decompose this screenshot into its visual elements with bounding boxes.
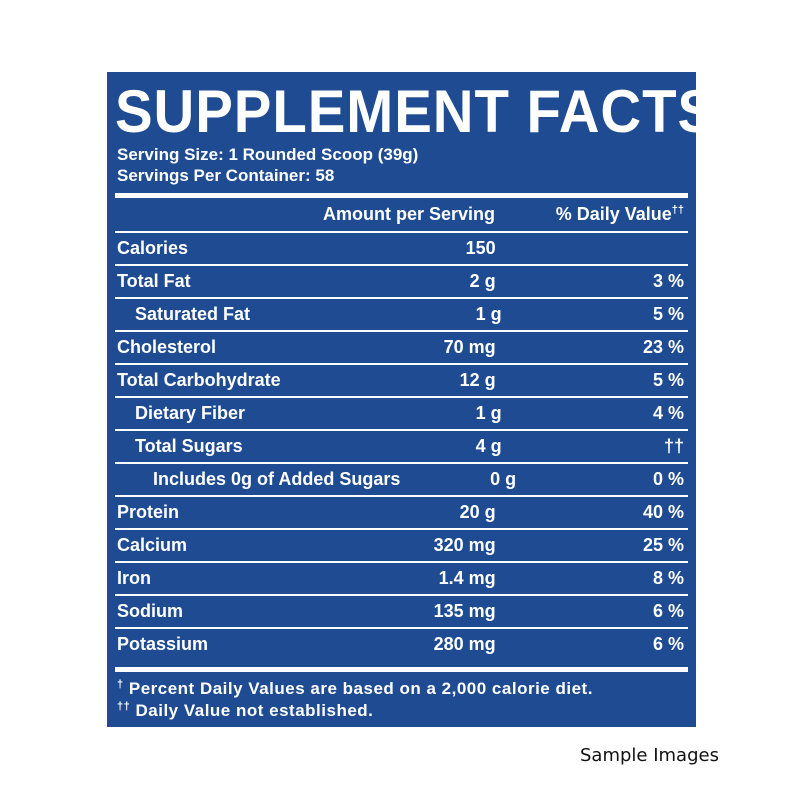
divider [115,528,688,530]
sample-images-caption: Sample Images [580,745,719,766]
nutrient-amount: 1 g [475,304,502,324]
servings-per-container: Servings Per Container: 58 [117,166,335,185]
divider [115,363,688,365]
table-row: Total Carbohydrate 12 g 5 % [115,365,688,396]
nutrient-amount: 2 g [469,271,496,291]
table-row: Potassium 280 mg 6 % [115,629,688,660]
amount-header: Amount per Serving [322,204,495,224]
serving-size: Serving Size: 1 Rounded Scoop (39g) [117,145,419,164]
table-row: Protein 20 g 40 % [115,497,688,528]
nutrient-daily-value: 25 % [642,535,684,555]
nutrient-amount: 320 mg [433,535,496,555]
panel-title: SUPPLEMENT FACTS [115,78,717,145]
nutrient-name: Calories [117,238,189,258]
nutrient-daily-value: †† [663,436,684,456]
divider [115,429,688,431]
nutrient-name: Protein [117,502,180,522]
daily-value-header: % Daily Value†† [555,204,684,224]
nutrient-amount: 1 g [475,403,502,423]
footnote-not-established: †† Daily Value not established. [117,700,374,720]
nutrient-daily-value: 6 % [652,601,684,621]
nutrient-daily-value: 40 % [642,502,684,522]
nutrient-daily-value: 23 % [642,337,684,357]
nutrient-daily-value: 4 % [652,403,684,423]
nutrient-name: Total Fat [117,271,191,291]
nutrient-daily-value: 8 % [652,568,684,588]
nutrient-name: Saturated Fat [135,304,251,324]
nutrient-amount: 70 mg [443,337,496,357]
nutrient-name: Total Sugars [135,436,243,456]
nutrient-name: Calcium [117,535,188,555]
thick-divider [115,193,688,198]
supplement-facts-panel: SUPPLEMENT FACTS Serving Size: 1 Rounded… [107,72,717,727]
table-row: Total Fat 2 g 3 % [115,266,688,297]
footnotes: † Percent Daily Values are based on a 2,… [115,672,688,722]
divider [115,231,688,233]
nutrient-name: Total Carbohydrate [117,370,281,390]
nutrient-name: Sodium [117,601,183,621]
nutrient-name: Potassium [117,634,209,654]
nutrient-daily-value: 3 % [652,271,684,291]
table-row: Saturated Fat 1 g 5 % [115,299,688,330]
nutrient-amount: 12 g [459,370,496,390]
nutrient-amount: 150 [465,238,496,258]
nutrient-name: Iron [117,568,151,588]
nutrient-daily-value: 5 % [652,304,684,324]
divider [115,495,688,497]
nutrient-daily-value: 5 % [652,370,684,390]
nutrient-amount: 1.4 mg [438,568,496,588]
table-row: Dietary Fiber 1 g 4 % [115,398,688,429]
nutrient-amount: 4 g [475,436,502,456]
nutrient-daily-value: 6 % [652,634,684,654]
divider [115,396,688,398]
table-row: Sodium 135 mg 6 % [115,596,688,627]
nutrient-daily-value: 0 % [652,469,684,489]
divider [115,462,688,464]
column-header-row: Amount per Serving % Daily Value†† [115,198,688,231]
nutrient-name: Dietary Fiber [135,403,246,423]
table-row: Includes 0g of Added Sugars 0 g 0 % [115,464,688,495]
table-row: Cholesterol 70 mg 23 % [115,332,688,363]
divider [115,594,688,596]
divider [115,330,688,332]
divider [115,297,688,299]
divider [115,264,688,266]
nutrient-amount: 280 mg [433,634,496,654]
divider [115,561,688,563]
table-row: Calcium 320 mg 25 % [115,530,688,561]
thick-divider [115,667,688,672]
nutrient-amount: 0 g [490,469,517,489]
footnote-daily-values: † Percent Daily Values are based on a 2,… [117,678,593,698]
nutrient-table: Calories 150 Total Fat 2 g 3 % Saturated Fat 1… [115,233,688,660]
nutrient-name: Includes 0g of Added Sugars [153,469,401,489]
table-row: Total Sugars 4 g †† [115,431,688,462]
table-row: Iron 1.4 mg 8 % [115,563,688,594]
nutrient-amount: 135 mg [433,601,496,621]
nutrient-amount: 20 g [459,502,496,522]
nutrient-name: Cholesterol [117,337,217,357]
table-row: Calories 150 [115,233,688,264]
divider [115,627,688,629]
